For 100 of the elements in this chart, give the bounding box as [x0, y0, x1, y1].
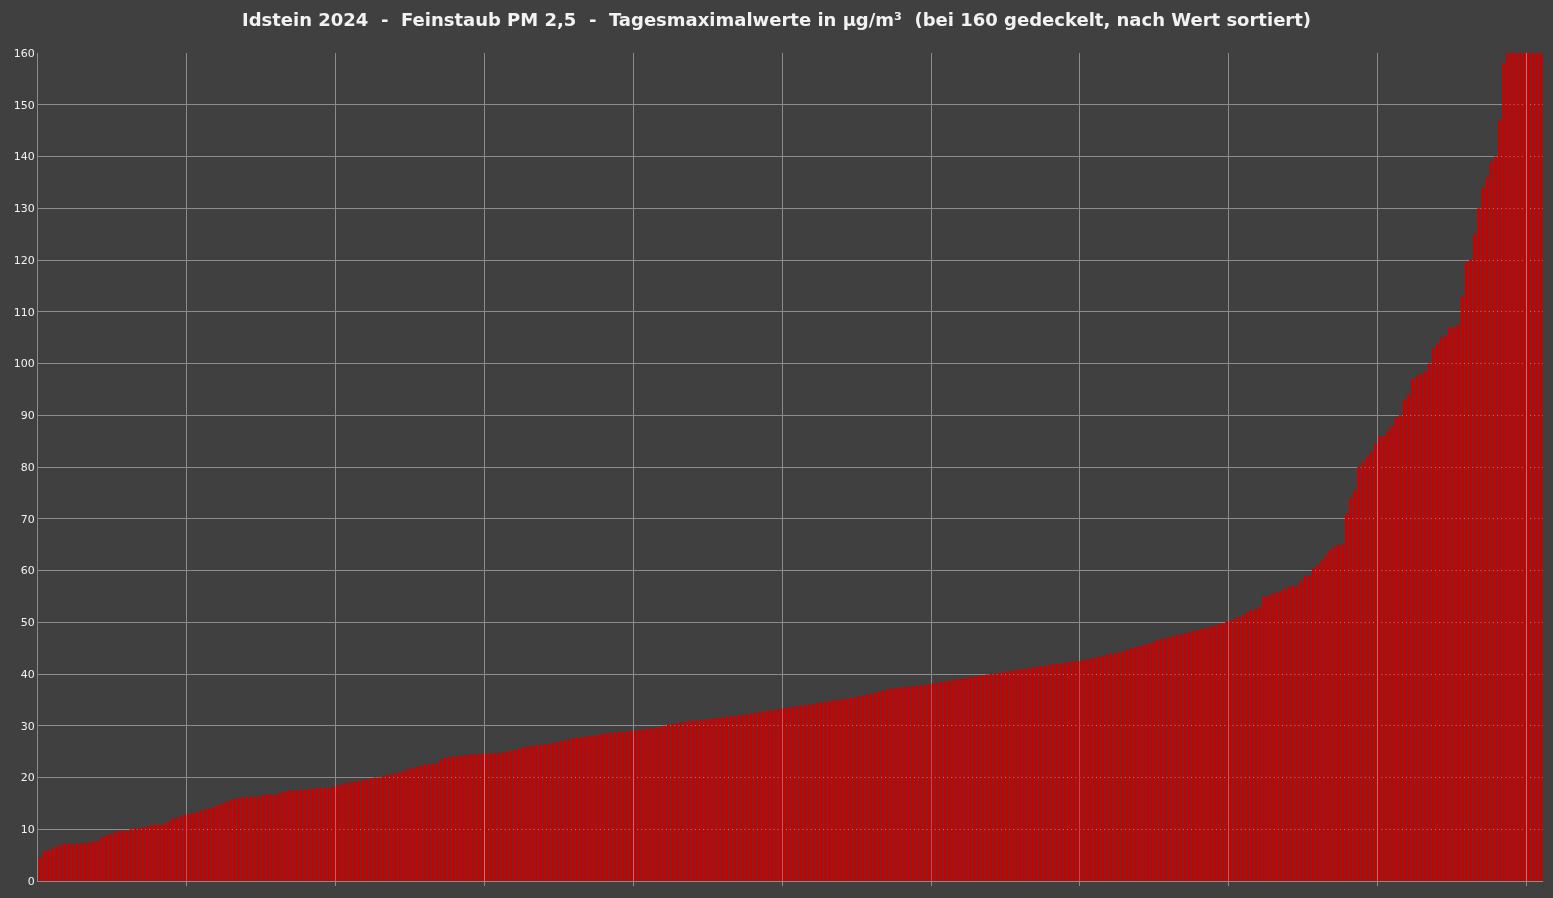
bar	[596, 735, 600, 881]
bar	[609, 733, 613, 881]
bar	[1076, 661, 1080, 881]
bar	[733, 715, 737, 881]
bar	[604, 733, 609, 881]
bar	[1030, 667, 1034, 881]
y-tick-label: 50	[20, 616, 35, 630]
bar	[654, 727, 658, 881]
bar	[154, 824, 158, 881]
bar	[88, 842, 92, 881]
bar	[944, 681, 948, 881]
bar	[108, 834, 112, 881]
bar	[621, 731, 625, 881]
bar	[257, 796, 261, 881]
bar	[468, 754, 472, 881]
bar	[956, 679, 960, 881]
bar	[592, 735, 596, 881]
bar	[96, 841, 100, 881]
bar	[720, 717, 724, 881]
bar	[133, 828, 137, 881]
bar	[1039, 666, 1043, 881]
bar	[1196, 630, 1200, 881]
bar	[340, 784, 344, 881]
bar	[559, 741, 563, 881]
bar	[497, 753, 501, 881]
bar	[1274, 592, 1278, 881]
bar	[576, 737, 580, 881]
bar	[381, 776, 385, 881]
bar	[1010, 670, 1014, 881]
bar	[451, 756, 456, 881]
bar	[1287, 587, 1291, 881]
bar	[526, 746, 530, 881]
bar	[658, 726, 662, 881]
bar	[323, 787, 327, 881]
bar	[514, 749, 518, 881]
bar	[977, 676, 981, 881]
bar	[646, 728, 650, 881]
bar	[443, 757, 447, 881]
bar	[63, 843, 67, 881]
bar	[819, 702, 824, 881]
bar	[1464, 262, 1469, 881]
bar	[803, 705, 807, 881]
bar	[968, 677, 972, 881]
bar	[1518, 53, 1522, 881]
bar	[708, 719, 712, 881]
bar	[1192, 631, 1196, 881]
bar	[1096, 656, 1101, 881]
bar	[1402, 399, 1407, 881]
bar	[1212, 625, 1216, 881]
bar	[1142, 645, 1146, 881]
bar	[1047, 665, 1051, 881]
bar	[195, 812, 199, 881]
bar	[770, 710, 774, 881]
bar	[1001, 671, 1005, 881]
y-tick-label: 130	[13, 202, 35, 216]
bar	[902, 686, 906, 881]
bar	[1179, 634, 1183, 881]
y-tick-label: 90	[20, 409, 35, 423]
bar	[571, 738, 575, 881]
bar	[1105, 654, 1109, 881]
bar	[534, 745, 538, 881]
bar	[501, 752, 505, 881]
bar	[700, 720, 704, 881]
bar	[964, 678, 968, 881]
bar	[741, 714, 745, 881]
bar	[1382, 435, 1386, 881]
bar	[567, 739, 571, 881]
bar	[857, 696, 861, 881]
bar	[625, 731, 629, 881]
bar	[1477, 208, 1481, 881]
bar	[1419, 373, 1423, 881]
bar	[1014, 669, 1018, 881]
bar	[141, 827, 145, 881]
bar	[261, 795, 265, 881]
bar	[290, 790, 294, 881]
y-tick-label: 120	[13, 253, 35, 267]
bar	[547, 743, 551, 881]
bar	[1113, 653, 1117, 881]
bar	[208, 808, 212, 881]
bar	[294, 790, 298, 881]
bar	[948, 680, 952, 881]
bar	[1386, 430, 1390, 881]
bar	[807, 704, 811, 881]
bar	[923, 684, 927, 881]
bar	[799, 705, 803, 881]
bar	[1431, 347, 1435, 881]
bar	[1092, 657, 1096, 881]
bar	[117, 830, 121, 881]
bar	[1200, 628, 1204, 881]
bar	[1535, 53, 1539, 881]
bar	[377, 777, 381, 881]
bar	[1415, 376, 1419, 881]
bar	[435, 763, 439, 881]
bar	[919, 685, 923, 881]
bar	[232, 799, 236, 881]
bar	[745, 714, 749, 881]
y-tick-label: 100	[13, 357, 35, 371]
bar	[890, 688, 894, 881]
bar	[228, 800, 232, 881]
bar	[1109, 653, 1113, 881]
